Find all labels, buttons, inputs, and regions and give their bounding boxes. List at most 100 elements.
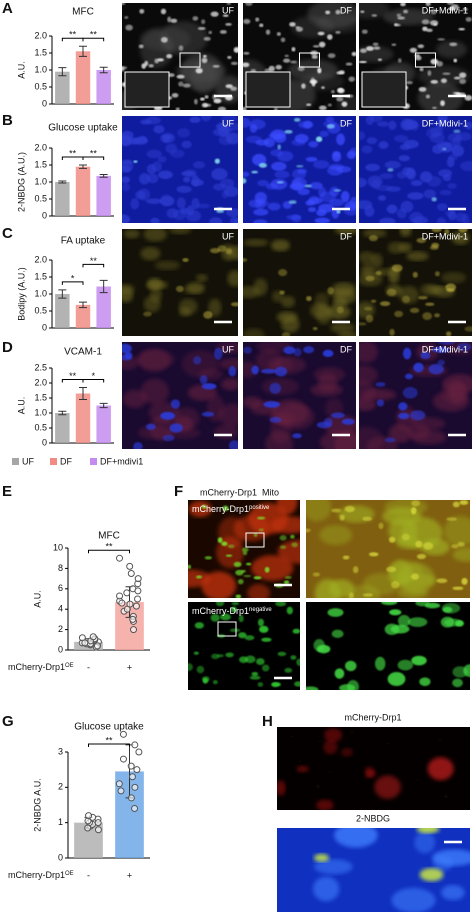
cell bbox=[176, 185, 192, 193]
cell bbox=[160, 36, 168, 43]
cell bbox=[222, 505, 229, 512]
label-main: mCherry-Drp1 bbox=[192, 504, 249, 514]
cell bbox=[270, 129, 286, 140]
cell bbox=[279, 290, 285, 295]
cell bbox=[313, 638, 325, 652]
cell bbox=[263, 401, 281, 408]
data-point bbox=[123, 589, 131, 597]
y-tick-label: 1.5 bbox=[34, 392, 47, 402]
cell bbox=[452, 501, 460, 508]
cell bbox=[257, 682, 264, 687]
cell bbox=[432, 106, 437, 110]
cell bbox=[255, 139, 270, 146]
cell bbox=[225, 652, 234, 658]
bar bbox=[75, 304, 91, 328]
cell bbox=[444, 515, 470, 547]
error-bar bbox=[58, 180, 67, 184]
cell bbox=[451, 145, 464, 157]
cell bbox=[201, 383, 217, 390]
cell bbox=[122, 286, 134, 303]
image-content bbox=[359, 229, 472, 336]
inset-box bbox=[217, 621, 237, 637]
bar bbox=[55, 71, 70, 104]
cell bbox=[201, 19, 206, 25]
cell bbox=[425, 3, 431, 7]
cell bbox=[195, 575, 203, 579]
data-point bbox=[131, 783, 139, 791]
cell bbox=[318, 41, 326, 48]
panel-letter: F bbox=[174, 483, 183, 500]
cell bbox=[288, 200, 297, 205]
cell bbox=[249, 675, 261, 680]
x-tick-label: - bbox=[87, 662, 90, 672]
cell bbox=[415, 540, 423, 548]
cell bbox=[411, 500, 421, 507]
data-point bbox=[93, 642, 101, 650]
cell bbox=[379, 173, 394, 180]
cell bbox=[433, 23, 438, 26]
cell bbox=[257, 618, 264, 627]
cell bbox=[243, 171, 250, 178]
cell bbox=[284, 129, 293, 134]
cell bbox=[311, 54, 318, 59]
micrograph bbox=[277, 727, 470, 810]
cell bbox=[438, 342, 456, 345]
y-tick-label: 1.5 bbox=[34, 159, 47, 169]
cell bbox=[407, 424, 430, 440]
cell bbox=[178, 45, 184, 51]
cell bbox=[270, 178, 288, 190]
cell bbox=[193, 356, 202, 365]
data-point bbox=[128, 773, 136, 781]
y-tick-label: 2.0 bbox=[34, 30, 47, 40]
cell bbox=[133, 442, 143, 449]
cell bbox=[463, 664, 470, 678]
data-point bbox=[119, 755, 127, 763]
cell bbox=[137, 425, 170, 440]
y-tick-label: 0.5 bbox=[34, 422, 47, 432]
cell bbox=[405, 373, 413, 380]
cell bbox=[388, 120, 397, 131]
cell bbox=[170, 18, 178, 23]
chart-title: MFC bbox=[72, 7, 94, 18]
cell bbox=[415, 55, 422, 61]
cell bbox=[277, 651, 287, 657]
data-point bbox=[85, 812, 93, 820]
data-point bbox=[126, 600, 134, 608]
cell bbox=[319, 525, 353, 545]
cell bbox=[251, 365, 259, 375]
cell bbox=[410, 179, 423, 186]
cell bbox=[297, 168, 308, 174]
cell bbox=[230, 302, 238, 307]
cell bbox=[419, 171, 433, 183]
cell bbox=[169, 229, 192, 235]
cell bbox=[361, 145, 373, 154]
cell bbox=[348, 592, 354, 598]
cell bbox=[359, 322, 367, 326]
cell bbox=[296, 658, 300, 666]
cell bbox=[260, 368, 277, 374]
y-tick-label: 0 bbox=[42, 98, 47, 108]
x-axis-label: mCherry-Drp1OE bbox=[8, 870, 74, 880]
cell bbox=[421, 19, 430, 25]
image-label: UF bbox=[222, 231, 234, 241]
cell bbox=[387, 241, 404, 254]
y-tick-label: 2 bbox=[58, 782, 63, 792]
cell bbox=[215, 602, 225, 607]
label-sup: negative bbox=[249, 607, 272, 613]
cell bbox=[336, 306, 344, 314]
data-point bbox=[116, 554, 124, 562]
cell bbox=[461, 577, 468, 585]
cell bbox=[403, 9, 409, 14]
cell bbox=[409, 211, 424, 223]
cell bbox=[214, 158, 220, 164]
cell bbox=[425, 94, 431, 99]
image-label: UF bbox=[222, 5, 234, 15]
image-content bbox=[188, 500, 300, 598]
cell bbox=[462, 7, 468, 11]
cell bbox=[440, 78, 447, 84]
cell bbox=[150, 217, 160, 223]
label-sup: positive bbox=[249, 505, 270, 511]
cell bbox=[251, 555, 294, 581]
cell bbox=[313, 859, 353, 875]
